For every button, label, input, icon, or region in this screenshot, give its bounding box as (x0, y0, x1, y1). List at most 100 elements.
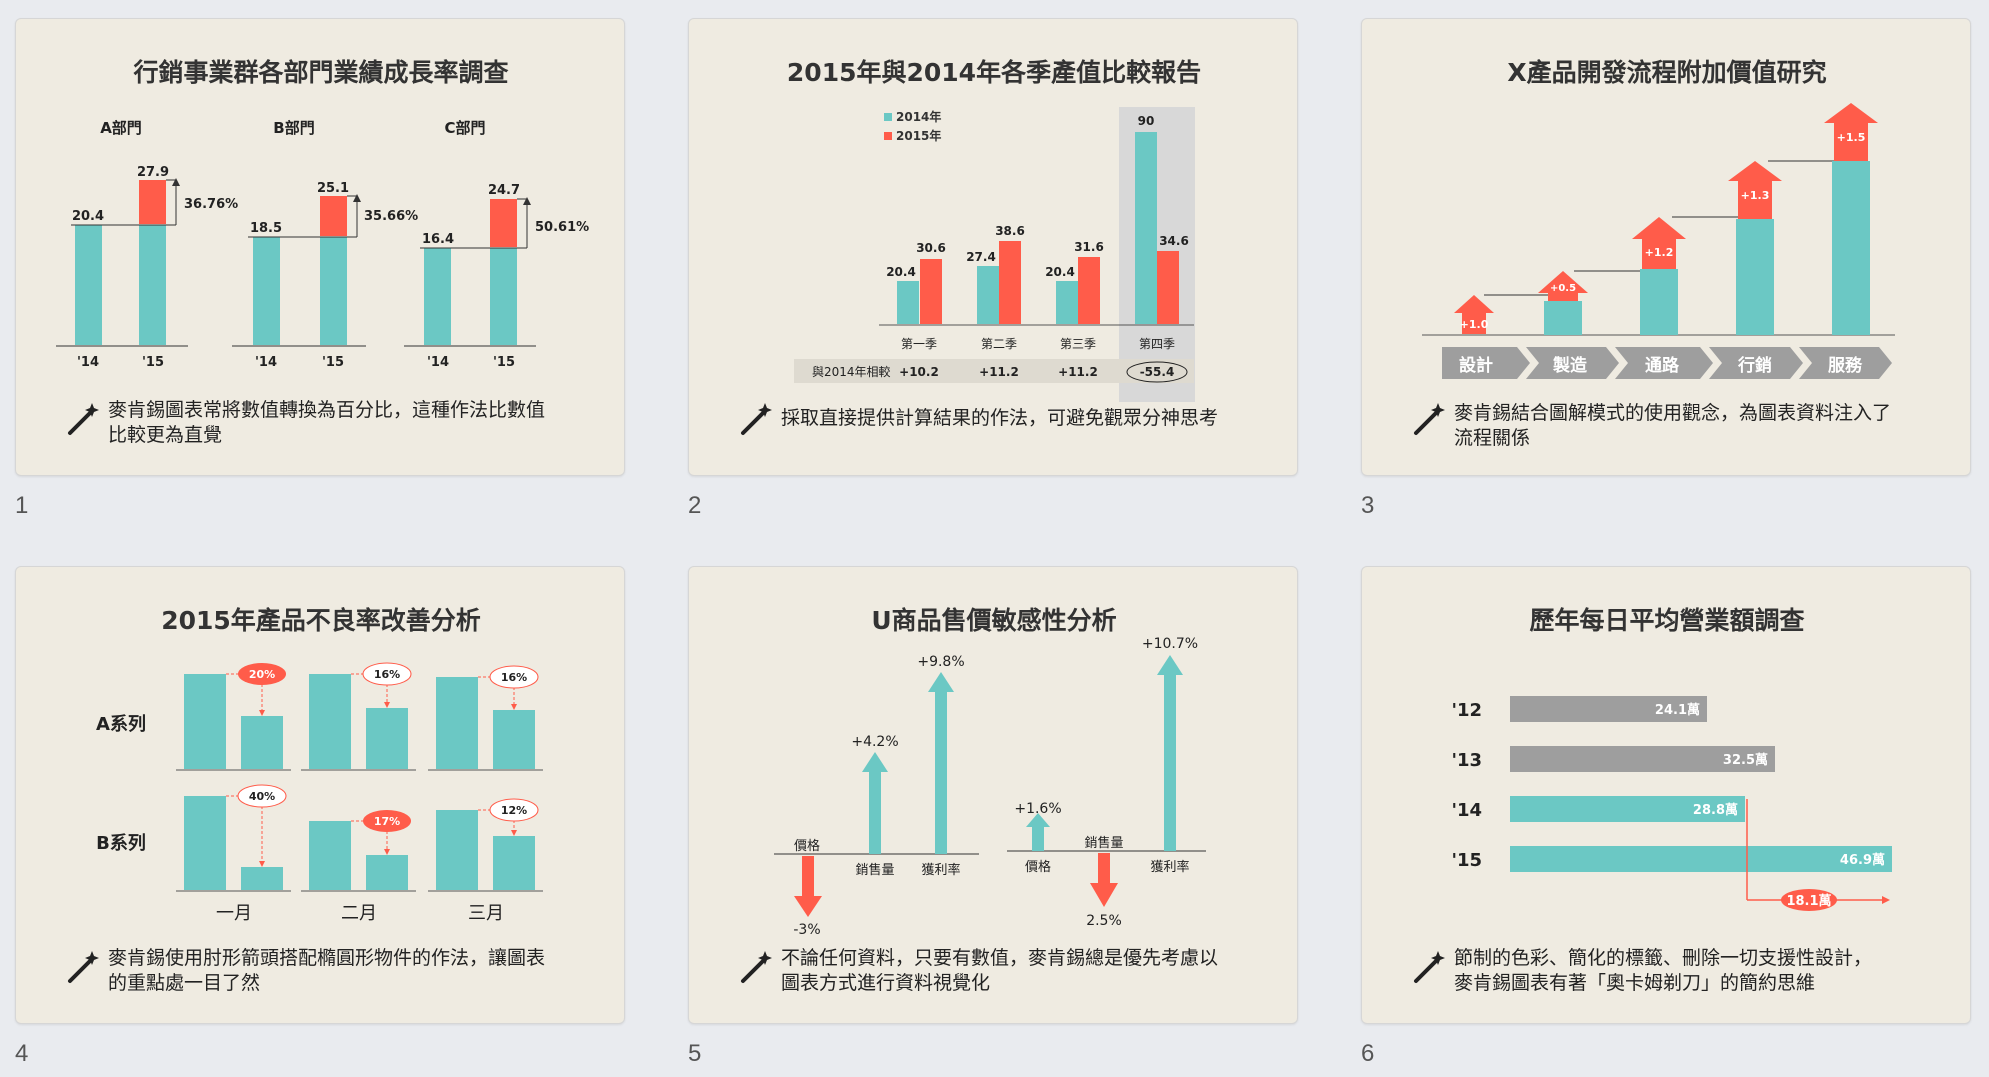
caption-line-1: 不論任何資料，只要有數值，麥肯錫總是優先考慮以 (781, 947, 1218, 969)
caption-line-1: 麥肯錫圖表常將數值轉換為百分比，這種作法比數值 (108, 399, 545, 421)
month-label: 一月 (216, 903, 252, 924)
process-chevrons: 設計 製造 通路 行銷 服務 (1442, 347, 1892, 379)
svg-text:2014年: 2014年 (896, 109, 941, 124)
svg-text:第三季: 第三季 (1060, 337, 1096, 351)
svg-text:24.7: 24.7 (488, 183, 520, 198)
svg-text:+11.2: +11.2 (1058, 365, 1098, 379)
slide-number: 6 (1361, 1040, 1375, 1067)
svg-text:'12: '12 (1451, 700, 1482, 721)
chart-group-b: B部門 18.5 25.1 35.66% '14 '15 (232, 119, 418, 370)
quarter-labels: 第一季 第二季 第三季 第四季 (901, 337, 1175, 351)
svg-text:34.6: 34.6 (1159, 234, 1189, 248)
svg-text:+9.8%: +9.8% (917, 654, 964, 670)
horizontal-bars: '12 24.1萬 '13 32.5萬 '14 28.8萬 '15 46.9萬 (1451, 696, 1892, 872)
difference-marker: 18.1萬 (1746, 799, 1890, 911)
svg-text:第二季: 第二季 (981, 337, 1017, 351)
svg-text:24.1萬: 24.1萬 (1655, 702, 1700, 718)
svg-text:38.6: 38.6 (995, 224, 1025, 238)
slide-6[interactable]: 歷年每日平均營業額調查 '12 24.1萬 '13 32.5萬 '14 28.8… (1361, 566, 1971, 1024)
svg-text:+10.7%: +10.7% (1142, 636, 1198, 652)
svg-text:價格: 價格 (794, 838, 820, 854)
svg-text:12%: 12% (501, 804, 527, 817)
slide-title: 2015年產品不良率改善分析 (161, 606, 481, 635)
svg-text:17%: 17% (374, 815, 400, 828)
row-a-bars: 20% 16% 16% (176, 662, 543, 771)
svg-text:+0.5: +0.5 (1550, 283, 1576, 294)
svg-text:'13: '13 (1451, 750, 1482, 771)
group-label: A部門 (100, 119, 142, 137)
svg-text:25.1: 25.1 (317, 181, 349, 196)
svg-text:46.9萬: 46.9萬 (1840, 852, 1885, 868)
svg-text:+1.5: +1.5 (1837, 131, 1866, 144)
svg-text:90: 90 (1138, 114, 1155, 128)
svg-text:27.9: 27.9 (137, 165, 169, 180)
svg-text:行銷: 行銷 (1737, 355, 1772, 376)
slide-title: X產品開發流程附加價值研究 (1507, 58, 1826, 87)
svg-text:35.66%: 35.66% (364, 209, 418, 224)
right-sensitivity: 價格 銷售量 獲利率 +1.6% 2.5% +10.7% (1007, 636, 1206, 929)
caption-line-2: 麥肯錫圖表有著「奧卡姆剃刀」的簡約思維 (1454, 972, 1815, 994)
svg-text:-55.4: -55.4 (1140, 365, 1175, 379)
bar-15-growth (139, 180, 166, 224)
svg-text:+10.2: +10.2 (899, 365, 939, 379)
magic-wand-icon (68, 951, 99, 983)
slide-number: 3 (1361, 492, 1375, 519)
svg-text:與2014年相較: 與2014年相較 (812, 364, 891, 379)
slide-number: 2 (688, 492, 702, 519)
growth-label: 36.76% (184, 197, 238, 212)
svg-text:第四季: 第四季 (1139, 337, 1175, 351)
svg-text:28.8萬: 28.8萬 (1693, 802, 1738, 818)
svg-text:+1.0: +1.0 (1460, 318, 1489, 331)
slide-title: 行銷事業群各部門業績成長率調查 (132, 58, 508, 87)
caption-line-1: 採取直接提供計算結果的作法，可避免觀眾分神思考 (781, 407, 1218, 429)
row-b-bars: 40% 17% 12% (176, 784, 543, 892)
slide-4[interactable]: 2015年產品不良率改善分析 A系列 B系列 20% 16% 16% (15, 566, 625, 1024)
caption-line-2: 的重點處一目了然 (108, 972, 260, 994)
svg-text:價格: 價格 (1025, 859, 1051, 875)
svg-text:通路: 通路 (1645, 355, 1680, 376)
svg-text:50.61%: 50.61% (535, 220, 589, 235)
slide-2[interactable]: 2015年與2014年各季產值比較報告 2014年 2015年 20.4 30.… (688, 18, 1298, 476)
slide-5[interactable]: U商品售價敏感性分析 價格 銷售量 獲利率 -3% +4.2% +9.8% 價格… (688, 566, 1298, 1024)
svg-text:20.4: 20.4 (886, 265, 916, 279)
caption-line-1: 節制的色彩、簡化的標籤、刪除一切支援性設計， (1454, 947, 1872, 969)
svg-text:2015年: 2015年 (896, 128, 941, 143)
month-label: 二月 (341, 903, 377, 924)
svg-text:16.4: 16.4 (422, 232, 454, 247)
svg-text:32.5萬: 32.5萬 (1723, 752, 1768, 768)
left-sensitivity: 價格 銷售量 獲利率 -3% +4.2% +9.8% (774, 654, 979, 938)
slide-1[interactable]: 行銷事業群各部門業績成長率調查 A部門 20.4 27.9 36.76% '14… (15, 18, 625, 476)
group-label: B部門 (273, 119, 314, 137)
svg-text:服務: 服務 (1828, 355, 1863, 376)
caption-line-2: 流程關係 (1454, 427, 1530, 449)
svg-text:銷售量: 銷售量 (855, 862, 894, 878)
svg-text:'15: '15 (142, 355, 164, 370)
svg-text:40%: 40% (249, 790, 275, 803)
magic-wand-icon (741, 951, 772, 983)
svg-text:20.4: 20.4 (1045, 265, 1075, 279)
magic-wand-icon (1414, 403, 1445, 435)
staircase: +1.0 +0.5 +1.2 +1.3 +1.5 (1454, 103, 1878, 335)
row-label: A系列 (96, 714, 146, 735)
slide-number: 5 (688, 1040, 702, 1067)
svg-text:獲利率: 獲利率 (1150, 859, 1189, 875)
slide-3[interactable]: X產品開發流程附加價值研究 +1.0 +0.5 +1.2 +1.3 +1.5 設… (1361, 18, 1971, 476)
caption-line-1: 麥肯錫結合圖解模式的使用觀念，為圖表資料注入了 (1454, 401, 1891, 424)
svg-text:+4.2%: +4.2% (851, 734, 898, 750)
svg-text:30.6: 30.6 (916, 241, 946, 255)
svg-text:'14: '14 (427, 355, 449, 370)
svg-text:18.1萬: 18.1萬 (1786, 893, 1831, 909)
svg-text:第一季: 第一季 (901, 337, 937, 351)
caption-line-1: 麥肯錫使用肘形箭頭搭配橢圓形物件的作法，讓圖表 (108, 947, 545, 969)
svg-text:-3%: -3% (793, 922, 820, 938)
svg-text:'15: '15 (322, 355, 344, 370)
magic-wand-icon (741, 403, 772, 435)
svg-text:'15: '15 (493, 355, 515, 370)
slide-title: 2015年與2014年各季產值比較報告 (787, 58, 1201, 87)
slide-number: 4 (15, 1040, 29, 1067)
svg-text:+1.6%: +1.6% (1014, 801, 1061, 817)
svg-text:+11.2: +11.2 (979, 365, 1019, 379)
row-label: B系列 (96, 833, 146, 854)
bar-15-base (139, 225, 166, 345)
caption-line-2: 比較更為直覺 (108, 424, 222, 446)
